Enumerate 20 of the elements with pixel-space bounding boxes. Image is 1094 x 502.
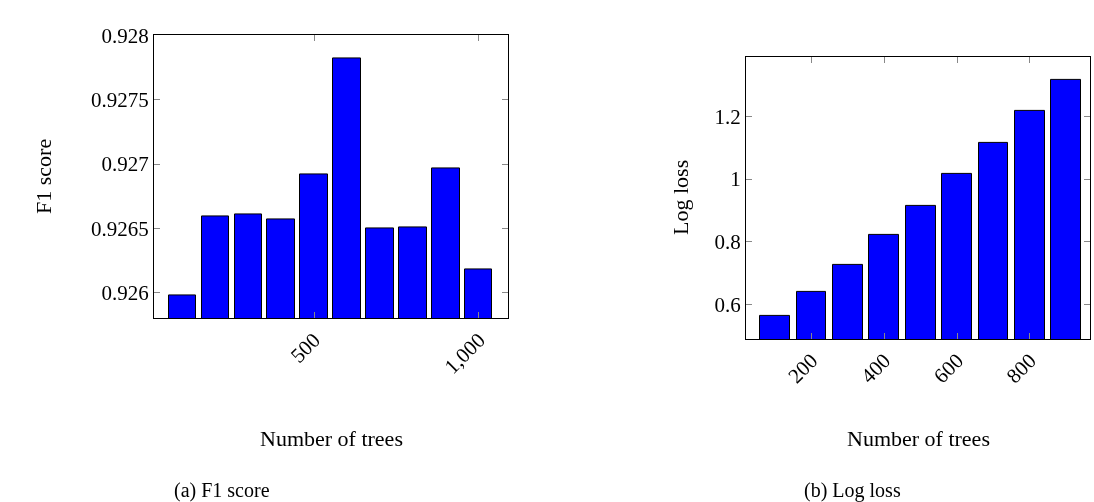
- y-axis-title: Log loss: [668, 159, 694, 235]
- y-tick-label: 1: [730, 167, 741, 192]
- x-tick-label: 400: [856, 348, 896, 388]
- x-tick-label: 200: [783, 348, 823, 388]
- y-tick-label: 0.8: [714, 230, 741, 255]
- y-tick-label: 1.2: [714, 104, 741, 129]
- x-tick-label: 500: [285, 328, 325, 368]
- y-axis-title: F1 score: [31, 138, 57, 214]
- x-axis-title: Number of trees: [847, 426, 990, 451]
- x-tick-label: 600: [928, 348, 969, 388]
- y-tick-label: 0.6: [714, 292, 741, 317]
- x-tick-label: 800: [1001, 348, 1041, 388]
- y-tick-label: 0.928: [101, 23, 149, 48]
- y-tick-label: 0.9275: [91, 88, 149, 113]
- y-tick-label: 0.927: [101, 152, 149, 177]
- text: (a) F1 score: [174, 479, 270, 502]
- y-tick-label: 0.9265: [91, 216, 149, 241]
- x-axis-title: Number of trees: [260, 426, 403, 451]
- text: (b) Log loss: [804, 479, 901, 502]
- y-tick-label: 0.926: [101, 281, 149, 306]
